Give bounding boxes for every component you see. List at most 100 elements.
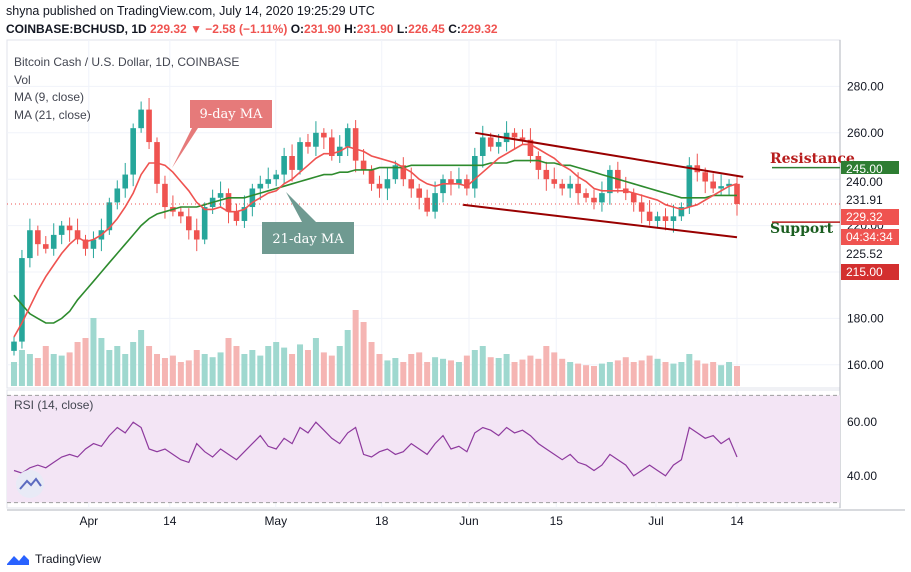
date-tick-label: Jul bbox=[648, 514, 663, 528]
candle-body bbox=[360, 160, 367, 170]
high-value: 231.90 bbox=[356, 22, 394, 36]
volume-bar bbox=[257, 355, 264, 386]
candle-body bbox=[464, 179, 470, 189]
volume-bar bbox=[590, 366, 597, 386]
annotation-21day-text: 21-day MA bbox=[272, 232, 344, 247]
date-tick-label: Apr bbox=[79, 514, 98, 528]
volume-bar bbox=[384, 360, 391, 386]
open-value: 231.90 bbox=[304, 22, 341, 36]
legend-ma21: MA (21, close) bbox=[14, 107, 91, 122]
volume-bar bbox=[710, 362, 717, 386]
price-tag-label: 240.00 bbox=[846, 175, 883, 189]
volume-bar bbox=[694, 360, 701, 386]
volume-bar bbox=[265, 346, 272, 386]
volume-bar bbox=[161, 358, 168, 386]
volume-bar bbox=[455, 362, 462, 386]
volume-bar bbox=[233, 346, 240, 386]
volume-bar bbox=[58, 355, 65, 386]
candle-body bbox=[90, 239, 97, 249]
candle-body bbox=[233, 211, 240, 221]
price-tag-label: 215.00 bbox=[846, 265, 883, 279]
volume-bar bbox=[646, 355, 653, 386]
open-label: O: bbox=[290, 22, 305, 36]
annotation-resistance: Resistance bbox=[770, 151, 855, 167]
volume-bar bbox=[241, 354, 248, 386]
volume-bar bbox=[193, 350, 200, 386]
candle-body bbox=[456, 179, 462, 184]
rsi-tick-label: 60.00 bbox=[847, 415, 877, 429]
volume-bar bbox=[408, 354, 415, 386]
candle-body bbox=[527, 139, 534, 156]
candle-body bbox=[265, 179, 272, 184]
volume-bar bbox=[273, 342, 280, 386]
volume-bar bbox=[567, 362, 574, 386]
ma21-line bbox=[13, 159, 737, 324]
candle-body bbox=[424, 197, 430, 212]
rsi-tick-label: 40.00 bbox=[847, 469, 877, 483]
candle-body bbox=[114, 188, 121, 203]
date-tick-label: 14 bbox=[163, 514, 177, 528]
candle-body bbox=[27, 230, 33, 259]
candle-body bbox=[201, 207, 208, 240]
footer-brand[interactable]: TradingView bbox=[6, 552, 101, 566]
candle-body bbox=[19, 258, 25, 342]
candle-body bbox=[281, 156, 287, 175]
candle-body bbox=[178, 211, 184, 217]
volume-bar bbox=[726, 362, 733, 386]
candle-body bbox=[344, 128, 351, 147]
volume-bar bbox=[471, 350, 478, 386]
channel-upper-line bbox=[475, 131, 744, 178]
date-tick-label: 15 bbox=[550, 514, 564, 528]
volume-bar bbox=[440, 358, 447, 386]
volume-bar bbox=[654, 358, 661, 386]
symbol-quote: COINBASE:BCHUSD, 1D 229.32 ▼ −2.58 (−1.1… bbox=[6, 22, 498, 36]
price-tag-label: 04:34:34 bbox=[846, 230, 893, 244]
date-tick-label: Jun bbox=[459, 514, 478, 528]
volume-bar bbox=[304, 350, 311, 386]
candle-body bbox=[535, 156, 542, 170]
channel-lower-line bbox=[462, 203, 738, 239]
volume-bar bbox=[360, 322, 367, 386]
volume-bar bbox=[463, 355, 470, 386]
candle-body bbox=[106, 202, 113, 231]
candle-body bbox=[400, 165, 407, 180]
volume-bar bbox=[678, 362, 685, 386]
volume-bar bbox=[622, 357, 629, 386]
volume-bar bbox=[289, 354, 296, 386]
volume-bar bbox=[479, 346, 486, 386]
candle-body bbox=[416, 188, 422, 198]
published-line: shyna published on TradingView.com, July… bbox=[6, 4, 375, 18]
candle-body bbox=[50, 234, 57, 249]
volume-bar bbox=[138, 330, 145, 386]
volume-bar bbox=[344, 330, 351, 386]
volume-bar bbox=[614, 360, 621, 386]
candle-body bbox=[559, 183, 566, 189]
candle-body bbox=[162, 183, 168, 208]
price-tag-label: 229.32 bbox=[846, 210, 883, 224]
close-value: 229.32 bbox=[460, 22, 498, 36]
volume-bar bbox=[432, 357, 439, 386]
date-tick-label: 14 bbox=[730, 514, 744, 528]
candle-body bbox=[66, 225, 73, 231]
candle-body bbox=[440, 179, 446, 194]
volume-bar bbox=[702, 363, 709, 386]
volume-bar bbox=[606, 362, 613, 386]
volume-bar bbox=[519, 359, 526, 386]
volume-bar bbox=[18, 350, 25, 386]
candle-body bbox=[678, 207, 685, 217]
candle-body bbox=[289, 156, 295, 170]
candle-body bbox=[138, 109, 144, 129]
volume-bar bbox=[90, 318, 97, 386]
volume-bar bbox=[42, 346, 49, 386]
candle-body bbox=[249, 188, 256, 208]
legend-title: Bitcoin Cash / U.S. Dollar, 1D, COINBASE bbox=[14, 55, 240, 69]
chart-legend: Bitcoin Cash / U.S. Dollar, 1D, COINBASE… bbox=[14, 54, 239, 124]
volume-bar bbox=[169, 355, 176, 386]
candle-body bbox=[305, 142, 311, 147]
rsi-title: RSI (14, close) bbox=[14, 398, 93, 412]
rsi-line bbox=[13, 421, 738, 477]
symbol: COINBASE:BCHUSD, 1D bbox=[6, 22, 147, 36]
candle-body bbox=[726, 183, 732, 187]
legend-vol: Vol bbox=[14, 72, 31, 87]
